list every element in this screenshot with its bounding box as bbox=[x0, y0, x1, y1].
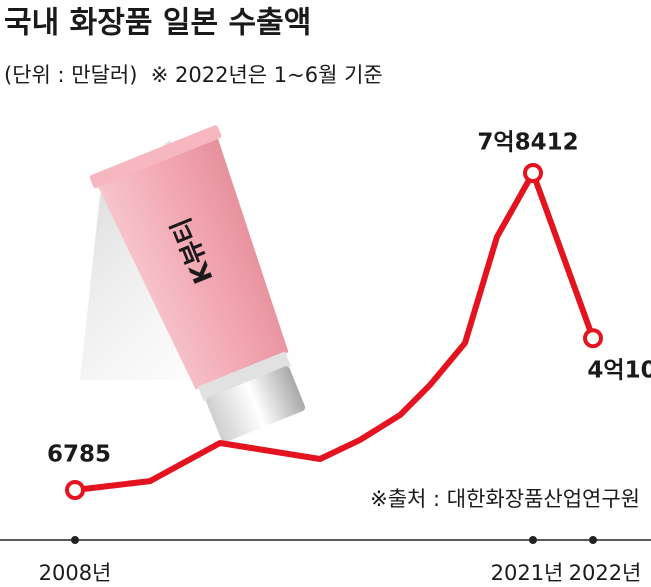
cap-ring bbox=[197, 351, 291, 402]
value-label: 7억8412 bbox=[477, 130, 578, 156]
cap bbox=[206, 366, 306, 443]
x-tick bbox=[529, 536, 537, 544]
chart-title: 국내 화장품 일본 수출액 bbox=[4, 6, 311, 41]
tube-crimp bbox=[89, 125, 222, 189]
tube bbox=[95, 133, 289, 390]
x-tick-label: 2022년 bbox=[569, 561, 642, 585]
chart-subtitle: (단위 : 만달러) ※ 2022년은 1~6월 기준 bbox=[4, 63, 383, 87]
x-tick-label: 2008년 bbox=[39, 561, 112, 585]
point bbox=[583, 328, 603, 349]
x-tick bbox=[589, 536, 597, 544]
value-label: 4억1079 bbox=[587, 358, 651, 384]
illustration: K뷰티 bbox=[80, 125, 320, 443]
line bbox=[74, 170, 596, 493]
point bbox=[65, 480, 85, 500]
value-label: 6785 bbox=[47, 442, 111, 468]
x-tick bbox=[71, 536, 79, 544]
x-tick-label: 2021년 bbox=[491, 561, 564, 585]
point bbox=[523, 163, 543, 183]
source: ※출처 : 대한화장품산업연구원 bbox=[370, 487, 640, 511]
